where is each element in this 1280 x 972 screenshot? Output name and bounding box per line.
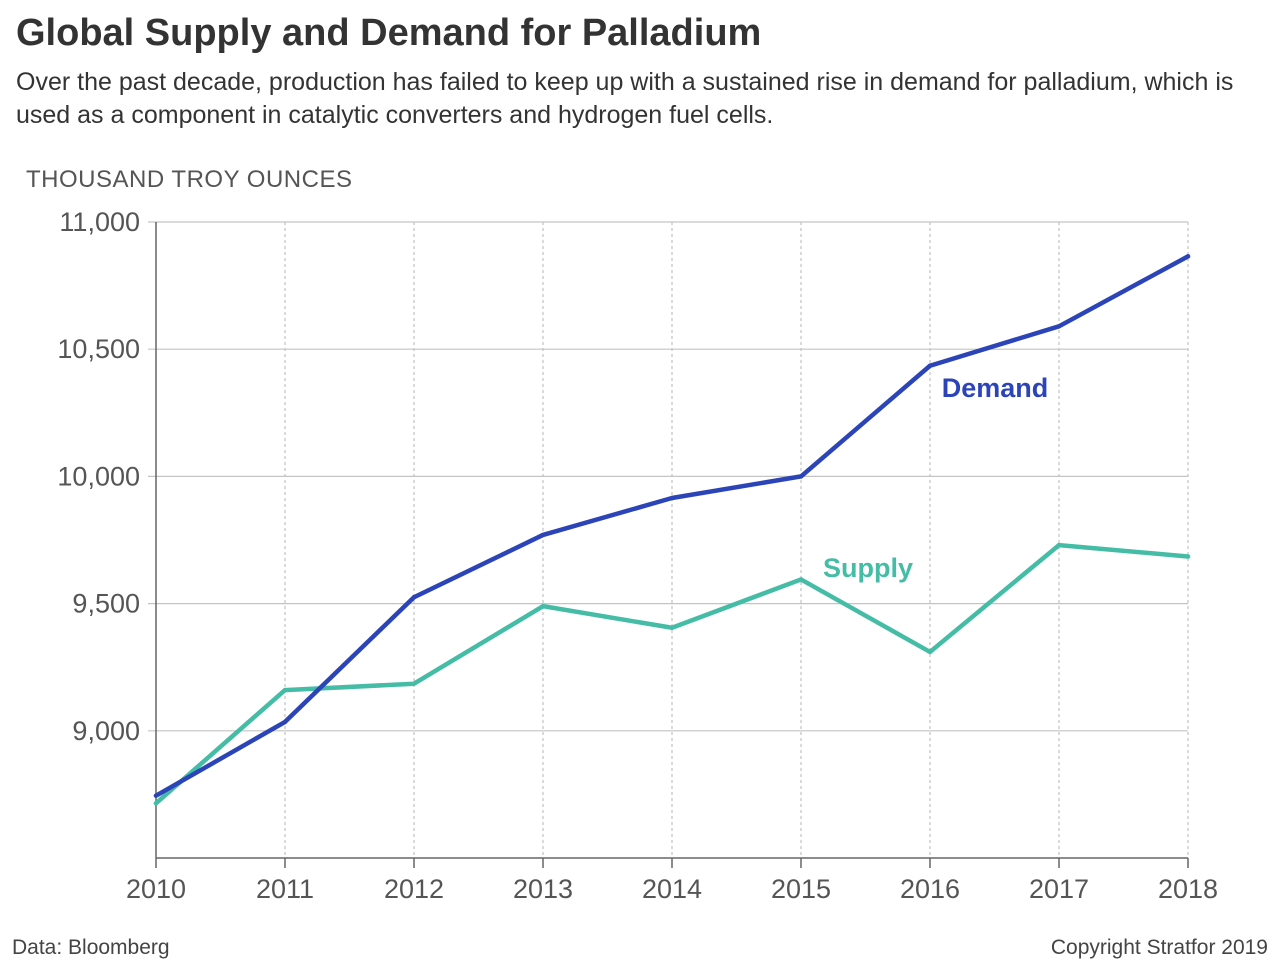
grid-layer [148,221,1189,858]
data-point-supply-2011 [282,687,288,693]
data-point-supply-2015 [798,577,804,582]
data-point-demand-2017 [1056,324,1062,329]
data-point-demand-2014 [669,495,675,501]
y-axis-label: THOUSAND TROY OUNCES [26,166,353,193]
data-point-demand-2015 [798,474,804,479]
x-tick-label: 2013 [513,874,573,904]
x-tick-label: 2017 [1029,874,1089,904]
data-source: Data: Bloomberg [12,936,170,959]
series-label-supply: Supply [823,553,913,583]
copyright-notice: Copyright Stratfor 2019 [1050,936,1268,959]
x-tick-label: 2011 [256,874,314,904]
data-point-supply-2014 [669,625,675,630]
x-tick-label: 2018 [1158,874,1218,904]
data-point-supply-2012 [411,681,417,686]
axis-layer: 9,000 9,500 10,000 10,500 11,000 2010 2011 2012… [57,207,1218,904]
y-tick-label: 10,000 [57,461,140,491]
y-tick-label: 10,500 [57,334,140,364]
y-tick-label: 11,000 [59,207,140,237]
data-point-demand-2018 [1185,254,1191,259]
data-point-supply-2018 [1185,554,1191,559]
x-tick-label: 2014 [642,874,702,904]
data-point-supply-2017 [1056,542,1062,548]
data-point-demand-2012 [411,595,417,600]
data-point-supply-2010 [153,801,159,806]
chart-subtitle: Over the past decade, production has fai… [16,68,1234,129]
data-point-supply-2013 [540,603,546,609]
series-label-demand: Demand [942,373,1049,403]
data-point-demand-2016 [927,363,933,368]
series-label-layer: Demand Supply [823,373,1048,583]
data-point-supply-2016 [927,649,933,655]
data-point-demand-2013 [540,532,546,538]
data-point-demand-2011 [282,719,288,725]
data-point-demand-2010 [153,793,159,798]
y-tick-label: 9,000 [72,716,140,746]
y-tick-label: 9,500 [72,589,140,619]
x-tick-label: 2015 [771,874,831,904]
x-tick-label: 2012 [384,874,444,904]
chart-title: Global Supply and Demand for Palladium [16,12,762,54]
x-tick-label: 2016 [900,874,960,904]
series-layer [153,254,1191,806]
x-tick-label: 2010 [126,874,186,904]
